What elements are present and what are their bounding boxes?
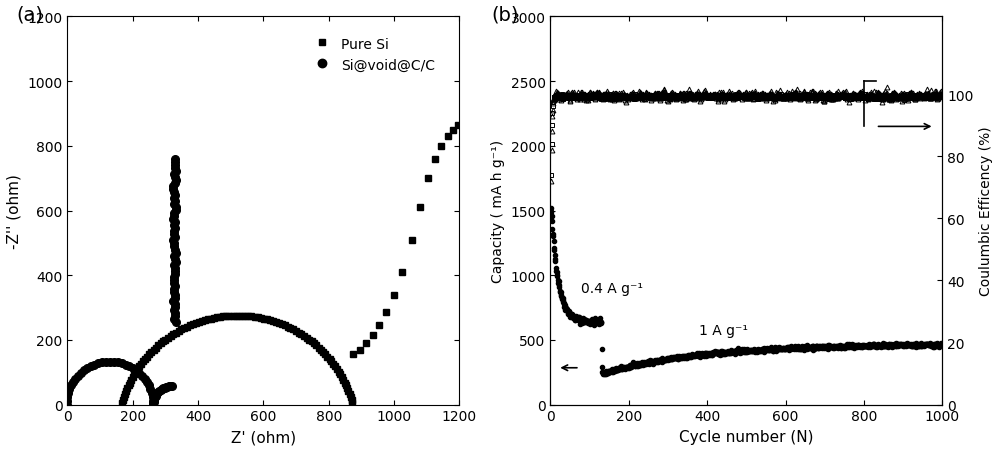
Pure Si [340, 383, 352, 388]
Si@void@C/C [166, 384, 178, 389]
Pure Si [344, 391, 356, 397]
Pure Si [293, 330, 305, 336]
Y-axis label: Capacity ( mA h g⁻¹): Capacity ( mA h g⁻¹) [491, 140, 505, 282]
Si@void@C/C [161, 384, 173, 390]
Pure Si [116, 400, 128, 406]
Si@void@C/C [169, 175, 181, 180]
X-axis label: Cycle number (N): Cycle number (N) [679, 429, 814, 444]
Si@void@C/C [61, 402, 73, 407]
Pure Si [346, 400, 358, 406]
Line: Si@void@C/C: Si@void@C/C [63, 156, 180, 409]
Line: Pure Si: Pure Si [119, 122, 461, 406]
Text: (a): (a) [17, 6, 44, 25]
Y-axis label: -Z'' (ohm): -Z'' (ohm) [7, 174, 22, 249]
Pure Si [199, 318, 211, 323]
X-axis label: Z' (ohm): Z' (ohm) [231, 429, 296, 444]
Si@void@C/C [169, 156, 181, 162]
Pure Si [310, 343, 322, 348]
Legend: Pure Si, Si@void@C/C: Pure Si, Si@void@C/C [308, 32, 441, 78]
Pure Si [396, 270, 408, 275]
Pure Si [452, 123, 464, 128]
Text: 0.4 A g⁻¹: 0.4 A g⁻¹ [581, 281, 643, 295]
Si@void@C/C [147, 394, 159, 400]
Si@void@C/C [169, 163, 181, 168]
Y-axis label: Coulumbic Efficency (%): Coulumbic Efficency (%) [979, 126, 993, 296]
Si@void@C/C [147, 402, 159, 407]
Si@void@C/C [170, 250, 182, 256]
Text: (b): (b) [492, 6, 519, 25]
Text: 1 A g⁻¹: 1 A g⁻¹ [699, 323, 748, 337]
